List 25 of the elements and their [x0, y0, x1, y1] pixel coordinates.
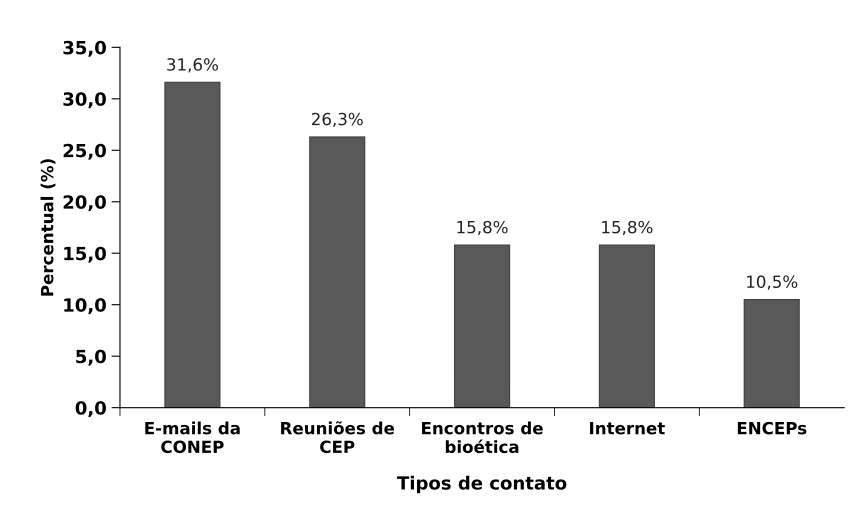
bar	[598, 244, 655, 408]
bar	[744, 299, 800, 408]
x-tick-label: E-mails da CONEP	[145, 422, 240, 454]
y-tick-label: 5,0	[76, 350, 106, 366]
x-axis-title: Tipos de contato	[397, 476, 566, 494]
y-tick-label: 20,0	[64, 195, 106, 212]
y-tick-label: 10,0	[64, 298, 106, 314]
data-label: 15,8%	[602, 220, 652, 236]
data-label: 10,5%	[747, 275, 798, 290]
data-label: 26,3%	[312, 112, 363, 128]
data-label: 31,6%	[167, 58, 218, 72]
bar	[454, 244, 510, 408]
y-tick-label: 15,0	[64, 246, 106, 263]
bar	[164, 82, 220, 408]
y-tick-label: 35,0	[63, 40, 106, 57]
x-tick-label: ENCEPs	[738, 422, 806, 434]
y-tick-label: 0,0	[76, 401, 106, 418]
x-tick-label: Internet	[590, 422, 665, 434]
y-tick-label: 25,0	[64, 144, 106, 160]
y-axis-title: Percentual (%)	[40, 159, 56, 296]
x-tick-label: Reuniões de CEP	[281, 421, 394, 454]
y-tick-label: 30,0	[63, 92, 106, 108]
x-tick-label: Encontros de bioética	[422, 422, 543, 454]
bar	[309, 136, 366, 408]
data-label: 15,8%	[457, 220, 508, 236]
